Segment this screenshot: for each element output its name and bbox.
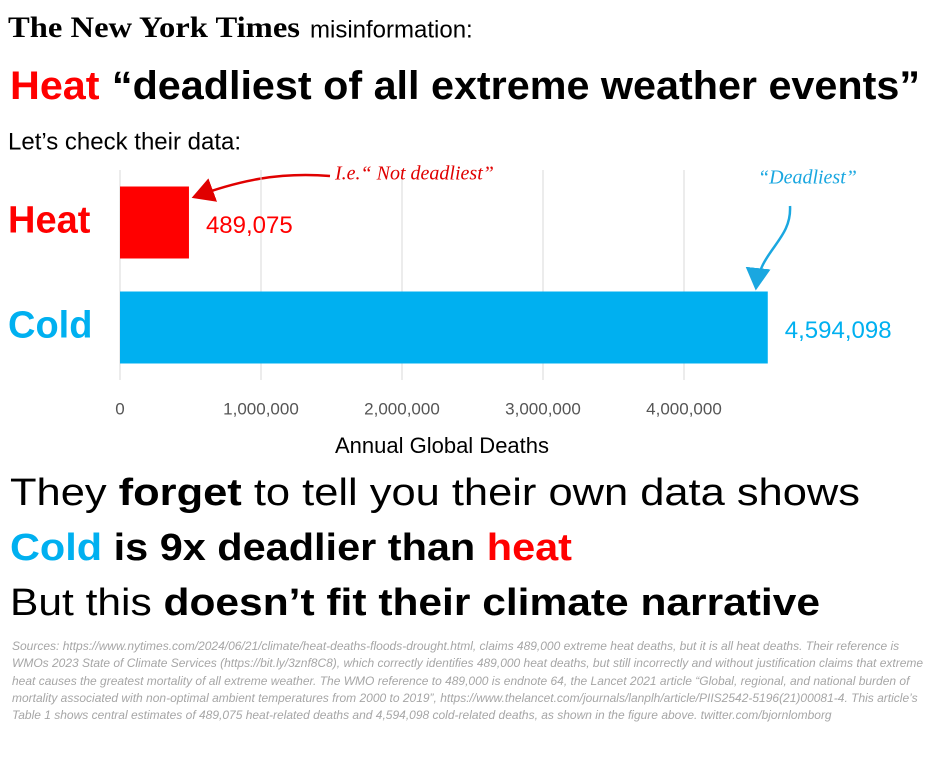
header-label: misinformation:	[310, 16, 473, 43]
x-tick-label: 2,000,000	[364, 399, 440, 418]
takeaway-segment: forget	[119, 472, 242, 514]
headline-highlight: Heat	[10, 64, 100, 108]
annotation: I.e.“ Not deadliest”	[334, 163, 494, 185]
takeaway-segment: They	[10, 472, 119, 514]
takeaway: But this doesn’t fit their climate narra…	[10, 582, 820, 624]
logo: The New York Times	[8, 11, 300, 44]
headline: Heat “deadliest of all extreme weather ev…	[10, 64, 920, 108]
takeaway-segment: doesn’t fit their climate narrative	[164, 582, 820, 624]
bar	[120, 291, 768, 364]
takeaway-segment: But this	[10, 582, 164, 624]
takeaway-segment: Cold	[10, 527, 102, 569]
value-label: 489,075	[206, 212, 293, 239]
arrow	[191, 173, 331, 202]
takeaway: They forget to tell you their own data s…	[10, 472, 860, 514]
value-label: 4,594,098	[785, 317, 892, 344]
headline-quote: “deadliest of all extreme weather events…	[112, 64, 920, 108]
takeaway-segment: is 9x deadlier than	[102, 527, 487, 569]
takeaway-segment: heat	[487, 527, 573, 569]
takeaway-segment: to tell you their own data shows	[242, 472, 860, 514]
bar	[120, 186, 189, 259]
x-tick-label: 4,000,000	[646, 399, 722, 418]
category-label: Heat	[8, 200, 91, 242]
category-label: Cold	[8, 305, 92, 347]
arrow	[745, 205, 792, 291]
x-tick-label: 3,000,000	[505, 399, 581, 418]
intro: Let’s check their data:	[8, 128, 241, 155]
x-axis-label: Annual Global Deaths	[335, 433, 549, 458]
x-tick-label: 1,000,000	[223, 399, 299, 418]
sources: Sources: https://www.nytimes.com/2024/06…	[12, 639, 924, 723]
annotation: “Deadliest”	[758, 167, 857, 189]
takeaway: Cold is 9x deadlier than heat	[10, 527, 572, 569]
x-tick-label: 0	[115, 399, 124, 418]
